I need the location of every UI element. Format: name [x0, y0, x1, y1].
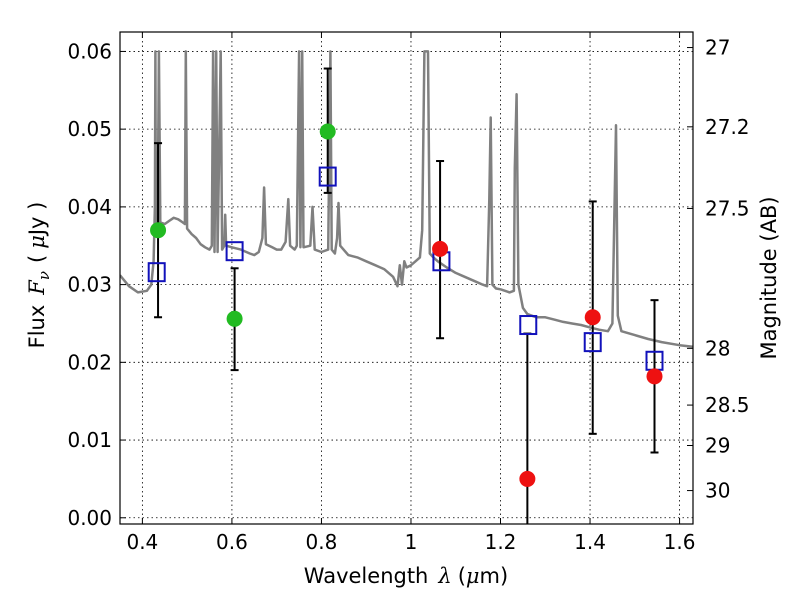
- axis-ticks: 0.4 0.6 0.8 1 1.2 1.4 1.6 0.00 0.01 0.02 0.03 0.04 0…: [67, 32, 750, 554]
- observed-flux-point: [319, 123, 336, 140]
- plot-frame: [119, 31, 694, 525]
- y2-tick-label: 27: [705, 36, 730, 60]
- y-tick-label: 0.02: [67, 350, 112, 374]
- y-tick-label: 0.05: [67, 117, 112, 141]
- y2-tick-label: 28.5: [705, 393, 750, 417]
- y-tick-label: 0.04: [67, 195, 112, 219]
- x-tick-label: 0.4: [126, 530, 158, 554]
- x-tick-label: 1.4: [574, 530, 606, 554]
- y2-axis-title: Magnitude (AB): [757, 196, 781, 359]
- error-bars: [154, 67, 659, 524]
- y2-tick-label: 29: [705, 433, 730, 457]
- y2-tick-label: 27.5: [705, 196, 750, 220]
- y-tick-label: 0.01: [67, 428, 112, 452]
- model-flux-square: [225, 241, 244, 262]
- y-tick-label: 0.00: [67, 506, 112, 530]
- model-flux-squares: [147, 166, 664, 371]
- observed-flux-point: [226, 310, 243, 327]
- grid-lines: [120, 32, 693, 524]
- y-tick-label: 0.03: [67, 273, 112, 297]
- plot-area: [120, 50, 693, 524]
- y2-tick-label: 28: [705, 336, 730, 360]
- x-tick-label: 1.6: [664, 530, 696, 554]
- y-tick-label: 0.06: [67, 39, 112, 63]
- observed-flux-point: [150, 222, 167, 239]
- model-flux-square: [519, 315, 538, 336]
- observed-flux-point: [646, 368, 663, 385]
- observed-flux-point: [584, 309, 601, 326]
- model-flux-square: [147, 262, 166, 283]
- model-flux-square: [583, 332, 602, 353]
- x-axis-title: Wavelength λ (μm): [304, 564, 508, 588]
- observed-flux-point: [519, 470, 536, 487]
- y-axis-title: FluxFν(μJy ): [25, 202, 53, 349]
- observed-flux-points: [150, 123, 663, 487]
- observed-flux-point: [432, 240, 449, 257]
- x-tick-label: 1: [405, 530, 418, 554]
- y2-tick-label: 27.2: [705, 115, 750, 139]
- x-tick-label: 1.2: [485, 530, 517, 554]
- y2-tick-label: 30: [705, 479, 730, 503]
- x-tick-label: 0.8: [306, 530, 338, 554]
- model-spectrum-line: [120, 50, 693, 349]
- x-tick-label: 0.6: [216, 530, 248, 554]
- model-flux-square: [318, 166, 337, 187]
